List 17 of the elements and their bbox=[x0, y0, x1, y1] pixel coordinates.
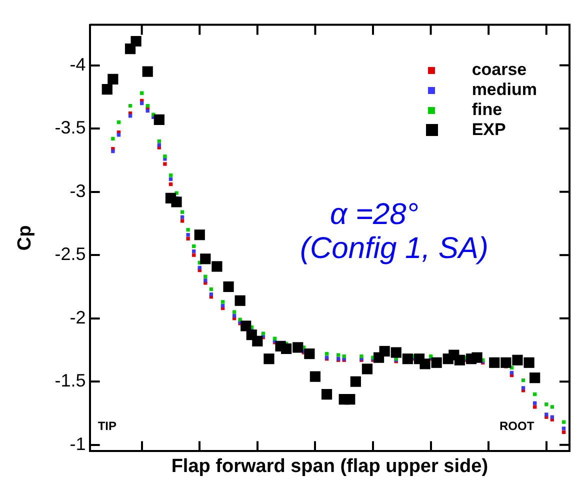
y-tick-label: -1.5 bbox=[54, 370, 86, 391]
y-tick-label: -2.5 bbox=[54, 244, 86, 264]
annotation: (Config 1, SA) bbox=[300, 232, 488, 266]
y-tick-label: -1 bbox=[70, 434, 86, 454]
annotation: TIP bbox=[98, 419, 116, 434]
y-tick-label: -2 bbox=[70, 307, 86, 328]
y-tick-label: -3.5 bbox=[54, 118, 86, 138]
legend-label: EXP bbox=[472, 120, 506, 140]
legend-label: fine bbox=[472, 100, 502, 120]
annotation: ROOT bbox=[500, 419, 534, 434]
y-tick-label: -3 bbox=[70, 180, 86, 201]
annotation: α =28° bbox=[330, 198, 418, 232]
y-axis-title: Cp bbox=[14, 225, 36, 251]
x-axis-title: Flap forward span (flap upper side) bbox=[171, 456, 488, 477]
y-tick-label: -4 bbox=[70, 54, 86, 74]
legend-label: coarse bbox=[472, 60, 527, 80]
legend-label: medium bbox=[472, 80, 537, 100]
